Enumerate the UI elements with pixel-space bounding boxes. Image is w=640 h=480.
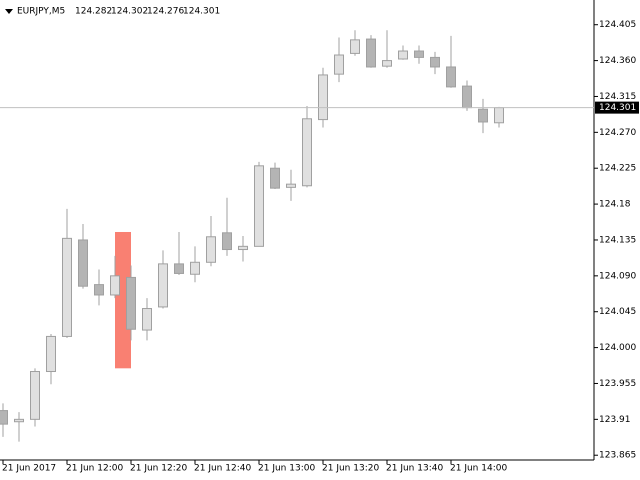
x-tick-label: 21 Jun 14:00 bbox=[450, 464, 507, 474]
y-tick-label: 124.270 bbox=[599, 128, 636, 138]
bear-body bbox=[0, 410, 8, 425]
symbol: EURJPY,M5 bbox=[17, 7, 65, 17]
y-tick-label: 124.225 bbox=[599, 164, 636, 174]
bull-body bbox=[190, 261, 200, 275]
bull-body bbox=[318, 74, 328, 121]
y-tick-label: 123.865 bbox=[599, 451, 636, 461]
bear-body bbox=[414, 50, 424, 58]
y-tick-label: 124.18 bbox=[599, 200, 631, 210]
bull-body bbox=[382, 60, 392, 67]
bull-body bbox=[254, 165, 264, 247]
y-tick-label: 124.090 bbox=[599, 271, 636, 281]
menu-triangle[interactable] bbox=[5, 9, 13, 14]
ohlc-open: 124.282 bbox=[75, 7, 112, 17]
bull-body bbox=[302, 118, 312, 187]
bear-body bbox=[446, 66, 456, 88]
bull-body bbox=[46, 335, 56, 373]
bull-body bbox=[206, 236, 216, 263]
bull-body bbox=[14, 418, 24, 423]
bull-body bbox=[286, 183, 296, 188]
bull-body bbox=[158, 263, 168, 308]
x-tick-label: 21 Jun 12:40 bbox=[194, 464, 251, 474]
bear-body bbox=[270, 167, 280, 189]
y-tick-label: 123.955 bbox=[599, 379, 636, 389]
price-tag-label: 124.301 bbox=[599, 103, 636, 113]
x-tick-label: 21 Jun 13:40 bbox=[386, 464, 443, 474]
bear-body bbox=[478, 108, 488, 123]
y-tick-label: 124.405 bbox=[599, 20, 636, 30]
x-tick-label: 21 Jun 13:20 bbox=[322, 464, 379, 474]
y-tick-label: 124.360 bbox=[599, 56, 636, 66]
bull-body bbox=[398, 50, 408, 60]
x-tick-label: 21 Jun 12:00 bbox=[66, 464, 123, 474]
bull-body bbox=[142, 308, 152, 331]
y-tick-label: 124.045 bbox=[599, 307, 636, 317]
ohlc-low: 124.276 bbox=[147, 7, 184, 17]
bear-body bbox=[126, 276, 136, 330]
bull-body bbox=[30, 371, 40, 420]
bull-body bbox=[350, 39, 360, 54]
bear-body bbox=[78, 239, 88, 287]
highlight bbox=[115, 231, 131, 369]
y-tick-label: 124.000 bbox=[599, 343, 636, 353]
x-tick-label: 21 Jun 12:20 bbox=[130, 464, 187, 474]
bear-body bbox=[222, 232, 232, 251]
bear-body bbox=[174, 263, 184, 274]
y-tick-label: 124.135 bbox=[599, 235, 636, 245]
price-tag bbox=[595, 101, 639, 114]
bear-body bbox=[462, 85, 472, 109]
x-tick-label: 21 Jun 2017 bbox=[2, 464, 56, 474]
ohlc-high: 124.302 bbox=[111, 7, 148, 17]
bull-body bbox=[334, 54, 344, 75]
y-tick-label: 123.91 bbox=[599, 415, 631, 425]
bull-body bbox=[494, 107, 504, 124]
ohlc-close: 124.301 bbox=[183, 7, 220, 17]
bear-body bbox=[430, 56, 440, 68]
bull-body bbox=[110, 275, 120, 296]
y-tick-label: 124.315 bbox=[599, 92, 636, 102]
bear-body bbox=[94, 284, 104, 296]
bull-body bbox=[238, 245, 248, 251]
x-tick-label: 21 Jun 13:00 bbox=[258, 464, 315, 474]
bear-body bbox=[366, 38, 376, 68]
bull-body bbox=[62, 237, 72, 337]
